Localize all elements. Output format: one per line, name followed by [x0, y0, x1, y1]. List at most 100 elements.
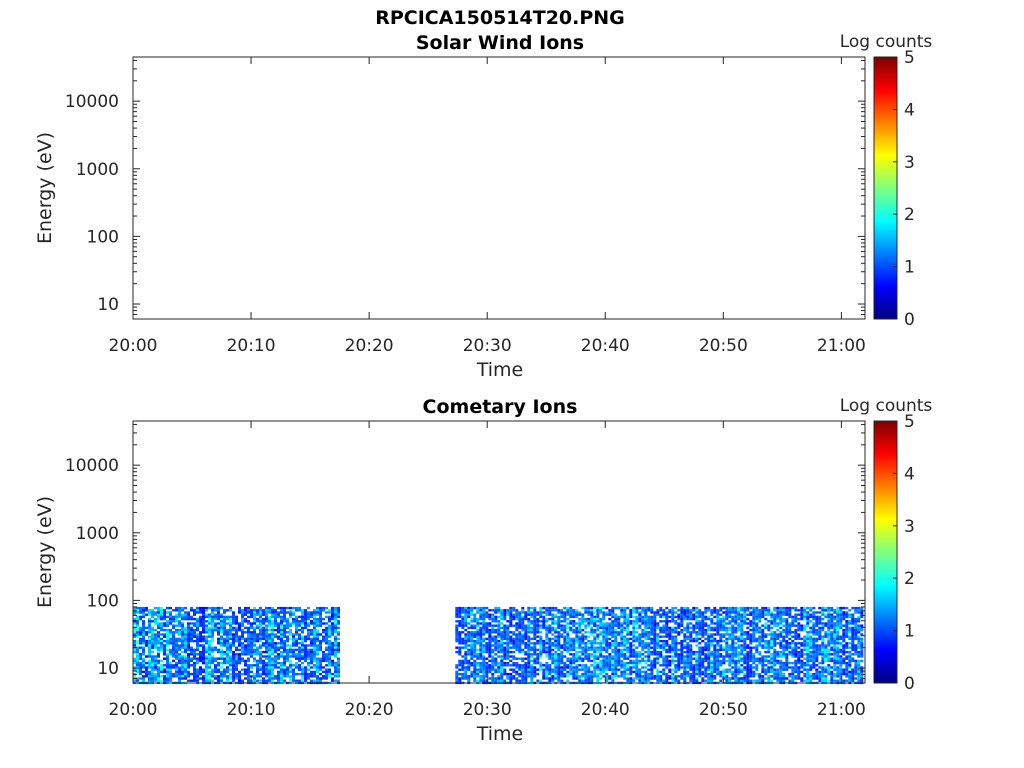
heatmap-cell — [316, 644, 319, 647]
heatmap-cell — [485, 666, 489, 669]
heatmap-cell — [704, 659, 708, 663]
heatmap-cell — [680, 650, 684, 654]
heatmap-cell — [704, 666, 708, 669]
heatmap-cell — [301, 650, 304, 654]
heatmap-cell — [494, 668, 498, 671]
heatmap-cell — [557, 609, 561, 612]
heatmap-cell — [671, 657, 675, 660]
heatmap-cell — [755, 611, 759, 614]
heatmap-cell — [755, 668, 759, 671]
heatmap-cell — [292, 664, 295, 667]
heatmap-cell — [569, 661, 573, 665]
heatmap-cell — [172, 624, 175, 627]
heatmap-cell — [274, 611, 277, 614]
heatmap-cell — [671, 626, 675, 630]
heatmap-cell — [289, 615, 292, 619]
heatmap-cell — [473, 633, 477, 636]
heatmap-cell — [503, 648, 507, 652]
heatmap-cell — [262, 644, 265, 647]
heatmap-cell — [695, 668, 699, 671]
heatmap-cell — [473, 659, 477, 663]
heatmap-cell — [650, 633, 654, 636]
heatmap-cell — [259, 615, 262, 619]
heatmap-cell — [193, 657, 196, 660]
heatmap-cell — [770, 635, 774, 638]
heatmap-cell — [277, 666, 280, 669]
heatmap-cell — [220, 639, 223, 643]
heatmap-cell — [151, 679, 154, 682]
heatmap-cell — [668, 633, 672, 636]
heatmap-cell — [277, 637, 280, 641]
heatmap-cell — [458, 650, 462, 654]
heatmap-cell — [707, 609, 711, 612]
heatmap-cell — [163, 622, 166, 625]
heatmap-cell — [791, 677, 795, 680]
heatmap-cell — [542, 606, 546, 610]
heatmap-cell — [656, 642, 660, 645]
heatmap-cell — [223, 670, 226, 674]
heatmap-cell — [722, 611, 726, 614]
heatmap-cell — [509, 675, 513, 678]
heatmap-cell — [746, 613, 750, 616]
heatmap-cell — [560, 626, 564, 630]
heatmap-cell — [464, 675, 468, 678]
heatmap-cell — [599, 653, 603, 656]
heatmap-cell — [647, 664, 651, 667]
heatmap-cell — [461, 661, 465, 665]
heatmap-cell — [569, 628, 573, 632]
heatmap-cell — [707, 677, 711, 680]
heatmap-cell — [626, 637, 630, 641]
heatmap-cell — [247, 646, 250, 649]
heatmap-cell — [331, 672, 334, 676]
heatmap-cell — [503, 615, 507, 619]
heatmap-cell — [539, 631, 543, 634]
heatmap-cell — [551, 637, 555, 641]
heatmap-cell — [593, 668, 597, 671]
heatmap-cell — [515, 624, 519, 627]
heatmap-cell — [232, 666, 235, 669]
heatmap-cell — [479, 633, 483, 636]
heatmap-cell — [503, 617, 507, 621]
heatmap-cell — [461, 617, 465, 621]
heatmap-cell — [701, 615, 705, 619]
heatmap-cell — [647, 675, 651, 678]
heatmap-cell — [455, 633, 459, 636]
heatmap-cell — [280, 679, 283, 682]
heatmap-cell — [725, 650, 729, 654]
heatmap-cell — [590, 633, 594, 636]
heatmap-cell — [145, 631, 148, 634]
heatmap-cell — [680, 611, 684, 614]
heatmap-cell — [289, 637, 292, 641]
heatmap-cell — [677, 626, 681, 630]
heatmap-cell — [704, 624, 708, 627]
x-tick-label: 21:00 — [817, 336, 866, 356]
heatmap-cell — [280, 672, 283, 676]
heatmap-cell — [301, 677, 304, 680]
heatmap-cell — [184, 646, 187, 649]
heatmap-cell — [244, 637, 247, 641]
heatmap-cell — [205, 664, 208, 667]
heatmap-cell — [325, 611, 328, 614]
heatmap-cell — [196, 672, 199, 676]
heatmap-cell — [307, 675, 310, 678]
heatmap-cell — [692, 639, 696, 643]
heatmap-cell — [737, 657, 741, 660]
heatmap-cell — [635, 622, 639, 625]
heatmap-cell — [623, 609, 627, 612]
heatmap-cell — [506, 609, 510, 612]
heatmap-cell — [692, 613, 696, 616]
heatmap-cell — [572, 609, 576, 612]
heatmap-cell — [659, 679, 663, 682]
heatmap-cell — [647, 633, 651, 636]
heatmap-cell — [485, 664, 489, 667]
heatmap-cell — [722, 639, 726, 643]
heatmap-cell — [746, 675, 750, 678]
heatmap-cell — [542, 668, 546, 671]
heatmap-cell — [674, 679, 678, 682]
heatmap-cell — [292, 677, 295, 680]
heatmap-cell — [476, 679, 480, 682]
heatmap-cell — [695, 633, 699, 636]
heatmap-cell — [680, 615, 684, 619]
heatmap-cell — [220, 655, 223, 658]
heatmap-cell — [163, 648, 166, 652]
